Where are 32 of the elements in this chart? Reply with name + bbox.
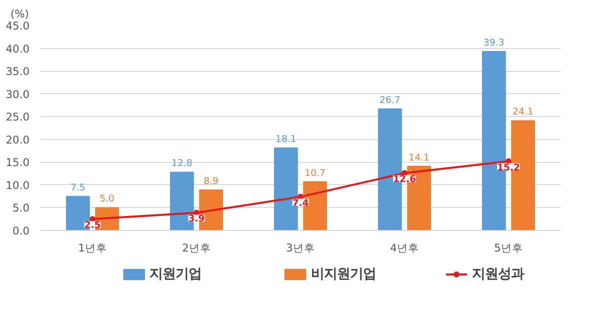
y-tick-label: 5.0 xyxy=(12,202,30,215)
y-tick-label: 20.0 xyxy=(6,133,30,146)
y-tick-label: 0.0 xyxy=(12,224,30,238)
data-label: 3.9 xyxy=(188,214,205,225)
data-label: 39.3 xyxy=(484,37,504,48)
x-tick-label: 5년후 xyxy=(494,242,523,254)
y-tick-label: 15.0 xyxy=(6,156,30,170)
data-label: 10.7 xyxy=(304,168,326,179)
y-tick-label: 10.0 xyxy=(6,178,30,192)
data-label: 26.7 xyxy=(380,94,400,106)
legend-label: 지원성과 xyxy=(472,267,524,282)
y-tick-label: 25.0 xyxy=(6,110,30,124)
x-tick-label: 1년후 xyxy=(78,242,107,254)
data-label: 7.4 xyxy=(292,198,310,209)
data-label: 18.1 xyxy=(276,134,296,146)
data-label: 24.1 xyxy=(512,106,534,118)
data-label: 15.2 xyxy=(496,162,520,174)
data-label: 14.1 xyxy=(408,152,430,164)
x-tick-label: 3년후 xyxy=(286,242,315,254)
y-tick-label: 40.0 xyxy=(6,42,30,56)
legend-label: 지원기업 xyxy=(150,267,202,282)
y-tick-label: 45.0 xyxy=(6,20,30,32)
data-label: 12.8 xyxy=(172,158,192,170)
x-tick-label: 2년후 xyxy=(182,242,211,254)
y-axis-title: (%) xyxy=(10,8,29,20)
legend-label: 비지원기업 xyxy=(310,267,376,282)
data-label: 7.5 xyxy=(70,182,86,194)
y-tick-label: 35.0 xyxy=(6,65,30,78)
data-label: 8.9 xyxy=(204,176,219,187)
data-label: 5.0 xyxy=(100,194,115,205)
x-tick-label: 4년후 xyxy=(390,242,419,254)
y-tick-label: 30.0 xyxy=(6,88,30,101)
